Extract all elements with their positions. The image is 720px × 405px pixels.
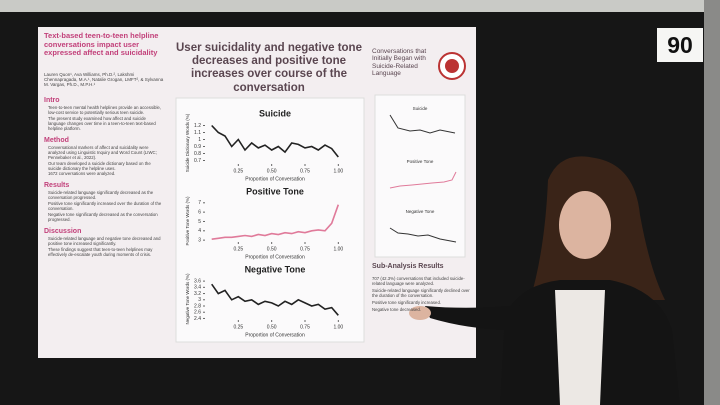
y-tick-label: 3.2 (194, 291, 201, 297)
bullet: Suicide-related language significantly d… (372, 287, 470, 298)
chart-title: Negative Tone (245, 264, 306, 274)
bullet: Our team developed a suicide dictionary … (48, 160, 151, 171)
face (559, 191, 611, 259)
line (211, 283, 339, 316)
section-heading: Discussion (44, 228, 82, 236)
y-tick-label: 3 (198, 297, 201, 303)
y-tick-label: 0.8 (194, 151, 201, 157)
mini-chart-title: Positive Tone (407, 159, 434, 164)
y-axis-label: Suicide Dictionary Words (%) (185, 113, 190, 172)
y-tick-label: 1.1 (194, 130, 201, 136)
sections: Intro Teen-to-teen mental health helpline… (44, 92, 164, 258)
logo-center (445, 59, 459, 73)
x-tick-label: 0.50 (267, 246, 277, 252)
sign: 90 (657, 28, 703, 62)
authors: Lauren Quon¹, Ava Williams, Ph.D.², Laks… (44, 72, 164, 88)
section-heading: Results (44, 182, 70, 190)
wall (0, 0, 720, 12)
section-heading: Intro (44, 97, 60, 104)
y-tick-label: 2.6 (194, 310, 201, 316)
wall-side (704, 0, 720, 405)
x-axis-label: Proportion of Conversation (245, 176, 305, 182)
x-tick-label: 0.75 (300, 246, 310, 252)
x-tick-label: 1.00 (333, 324, 343, 330)
x-tick-label: 0.50 (267, 324, 277, 330)
bullet: Suicide-related language significantly d… (48, 190, 154, 201)
line (211, 124, 339, 158)
center-title: User suicidality and negative tone decre… (176, 42, 362, 94)
section-heading: Method (44, 136, 69, 144)
y-tick-label: 3.6 (194, 278, 201, 284)
y-tick-label: 0.7 (194, 158, 201, 164)
bullet: These findings suggest that teen-to-teen… (48, 247, 153, 257)
bullet: Suicide-related language and negative to… (48, 236, 161, 247)
arm (425, 305, 520, 330)
bullet: Negative tone decreased. (372, 306, 421, 312)
chart-panel (175, 97, 365, 343)
right-heading: Sub-Analysis Results (372, 263, 444, 270)
poster-title: Text-based teen-to-teen helpline convers… (44, 31, 159, 58)
person (409, 156, 680, 405)
x-tick-label: 0.75 (300, 324, 310, 330)
y-tick-label: 2.8 (194, 303, 201, 309)
y-tick-label: 2.4 (194, 316, 201, 322)
hand (409, 306, 431, 320)
x-tick-label: 0.25 (233, 168, 243, 174)
x-axis-label: Proportion of Conversation (245, 332, 305, 338)
y-tick-label: 4 (198, 228, 201, 234)
x-tick-label: 1.00 (333, 168, 343, 174)
mini-chart-title: Suicide (413, 106, 428, 111)
bullet: Conversational markers of affect and sui… (48, 144, 157, 160)
y-tick-label: 0.9 (194, 144, 201, 150)
mini-line (389, 114, 456, 134)
y-tick-label: 3 (198, 237, 201, 243)
mini-chart-title: Negative Tone (406, 209, 435, 214)
bullet: Teen-to-teen mental health helplines pro… (48, 105, 161, 115)
y-tick-label: 5 (198, 219, 201, 225)
mini-chart-panel (374, 94, 466, 258)
chart-title: Suicide (259, 108, 291, 118)
y-axis-label: Negative Tone Words (%) (185, 273, 190, 325)
y-tick-label: 1.2 (194, 123, 201, 129)
mini-line (389, 171, 457, 189)
x-axis-label: Proportion of Conversation (245, 254, 305, 260)
x-tick-label: 0.25 (233, 324, 243, 330)
y-tick-label: 7 (198, 200, 201, 206)
bullet: The present study examined how affect an… (48, 115, 156, 131)
bullet: Negative tone significantly decreased as… (48, 212, 158, 223)
y-tick-label: 6 (198, 209, 201, 215)
y-tick-label: 1 (198, 137, 201, 143)
line (211, 204, 340, 240)
top (555, 290, 605, 405)
x-tick-label: 0.50 (267, 168, 277, 174)
bullet: 707 (42.3%) conversations that included … (372, 276, 465, 286)
x-tick-label: 0.25 (233, 246, 243, 252)
chart-title: Positive Tone (246, 186, 304, 196)
x-tick-label: 0.75 (300, 168, 310, 174)
bullet: Positive tone significantly increased. (372, 299, 442, 305)
y-tick-label: 3.4 (194, 285, 201, 291)
right-items: 707 (42.3%) conversations that included … (372, 275, 470, 313)
bullet: Positive tone significantly increased ov… (48, 201, 162, 212)
y-axis-label: Positive Tone Words (%) (185, 196, 190, 246)
x-tick-label: 1.00 (333, 246, 343, 252)
right-title: Conversations that Initially Began with … (372, 48, 427, 78)
mini-line (389, 227, 457, 243)
bullet: 1672 conversations were analyzed. (48, 171, 116, 177)
